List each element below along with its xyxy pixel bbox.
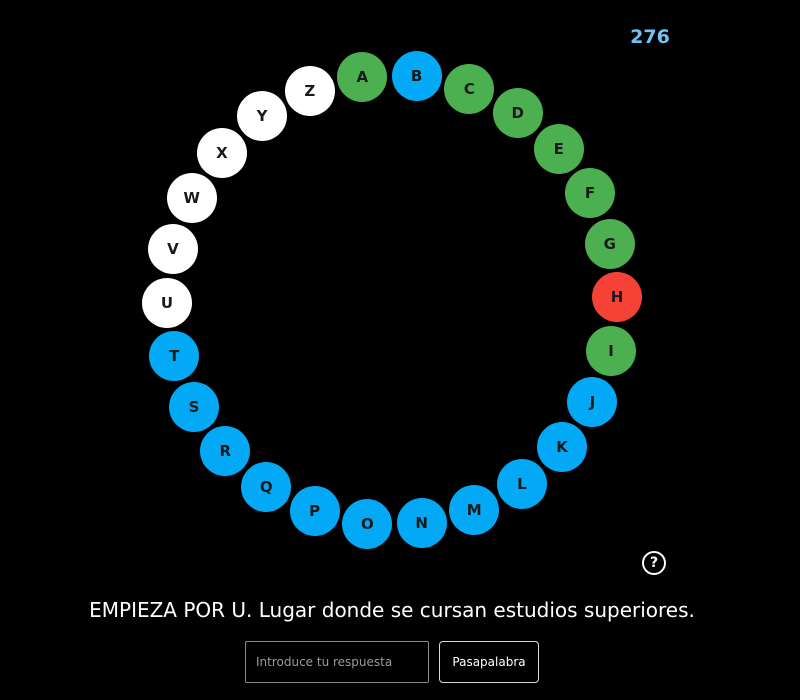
pasapalabra-button[interactable]: Pasapalabra	[439, 641, 539, 683]
letter-g: G	[584, 218, 635, 269]
answer-input[interactable]	[245, 641, 429, 683]
letter-y: Y	[237, 91, 288, 142]
letter-m: M	[449, 484, 500, 535]
letter-k: K	[537, 422, 588, 473]
question-text: EMPIEZA POR U. Lugar donde se cursan est…	[89, 598, 695, 622]
letter-h: H	[592, 272, 642, 323]
letter-c: C	[444, 63, 495, 114]
answer-row: Pasapalabra	[0, 640, 800, 684]
help-button[interactable]: ?	[642, 551, 666, 575]
letter-l: L	[496, 458, 547, 509]
letter-u: U	[142, 277, 192, 328]
letter-n: N	[396, 498, 447, 548]
letter-o: O	[342, 498, 393, 549]
letter-d: D	[492, 88, 543, 139]
letter-t: T	[149, 331, 200, 382]
letter-b: B	[391, 51, 442, 102]
letter-w: W	[166, 172, 217, 223]
letter-f: F	[565, 168, 615, 219]
letter-q: Q	[241, 461, 292, 512]
letter-s: S	[169, 381, 219, 432]
letter-r: R	[200, 426, 251, 477]
letter-x: X	[196, 127, 247, 178]
letter-p: P	[289, 486, 340, 537]
score-counter: 276	[630, 26, 670, 48]
letter-v: V	[147, 223, 198, 274]
letter-z: Z	[284, 65, 335, 116]
question-circle-icon: ?	[649, 555, 659, 571]
letter-e: E	[533, 123, 584, 174]
letter-a: A	[337, 52, 388, 102]
letter-j: J	[567, 377, 618, 428]
letter-i: I	[586, 326, 637, 377]
